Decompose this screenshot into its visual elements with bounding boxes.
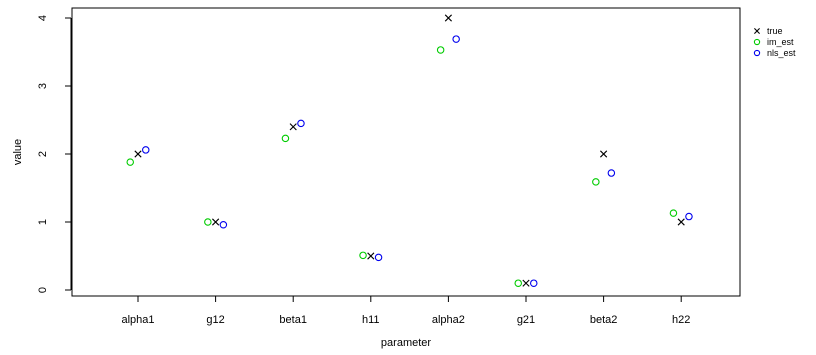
data-point [281,134,290,143]
legend-marker [753,38,761,46]
legend-marker [753,49,761,57]
legend-label: nls_est [767,48,796,58]
data-point [677,218,685,226]
data-point [219,220,228,229]
y-tick-label: 2 [37,151,49,157]
x-tick-label: beta1 [279,314,307,326]
data-point [142,146,150,154]
data-point [600,150,608,158]
data-point [530,279,538,287]
data-point [126,158,134,166]
y-axis-title: value [12,139,24,165]
series-true [134,14,685,287]
data-point [452,35,460,43]
data-point [514,279,522,287]
data-point [134,150,142,158]
x-axis: alpha1 g12 beta1 h11 alpha2 g21 beta2 h22 [121,295,690,326]
x-tick-label: beta2 [590,314,618,326]
data-point [297,119,305,128]
x-tick-label: alpha2 [432,314,465,326]
y-axis: 0 1 2 3 4 [37,15,72,293]
data-point [374,253,383,262]
data-point [436,46,445,54]
chart-marks [126,14,693,287]
x-tick-label: alpha1 [121,314,154,326]
x-tick-label: g12 [206,314,224,326]
plot-frame [71,7,741,297]
data-point [359,251,367,260]
y-tick-label: 1 [37,219,49,225]
data-point [592,178,600,186]
y-tick-label: 4 [37,15,49,21]
x-tick-label: g21 [517,314,535,326]
legend-marker [754,28,760,34]
data-point [607,169,616,177]
data-point [367,252,375,260]
series-nls_est [142,35,693,287]
data-point [522,279,530,287]
data-point [685,212,693,221]
y-tick-label: 0 [37,287,49,293]
series-im_est [126,46,678,287]
data-point [444,14,452,22]
x-tick-label: h11 [362,314,380,326]
data-point [669,209,678,217]
x-axis-title: parameter [381,337,431,349]
x-tick-label: h22 [672,314,690,326]
legend-item: nls_est [753,48,796,58]
y-tick-label: 3 [37,83,49,89]
legend-item: im_est [753,37,794,47]
legend-item: true [754,26,783,36]
data-point [289,123,297,131]
data-point [212,218,220,226]
legend-label: true [767,26,783,36]
data-point [204,218,212,226]
legend-label: im_est [767,37,794,47]
